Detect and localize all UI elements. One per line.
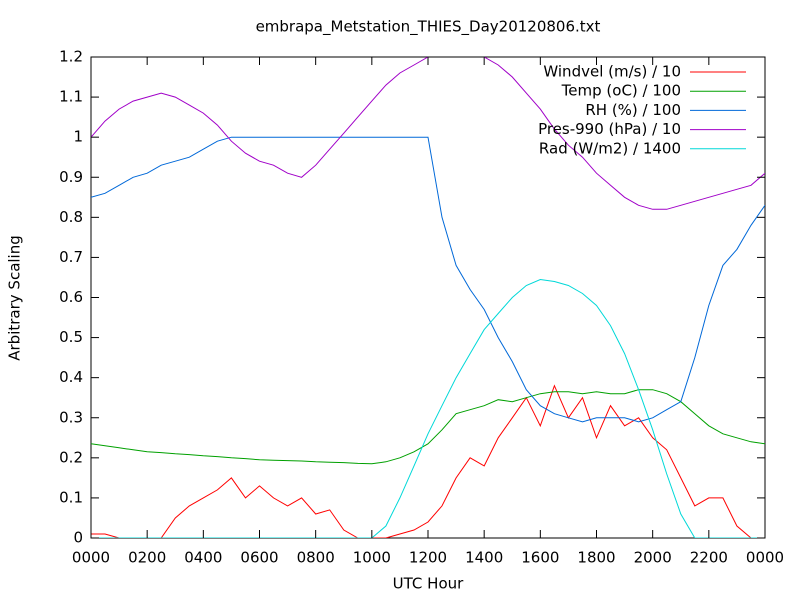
- y-tick-label: 1.2: [59, 48, 83, 66]
- y-tick-label: 0.3: [59, 408, 83, 426]
- y-axis-label: Arbitrary Scaling: [6, 235, 24, 361]
- legend-label: Windvel (m/s) / 10: [543, 63, 681, 81]
- x-tick-label: 1800: [577, 549, 615, 567]
- chart-title: embrapa_Metstation_THIES_Day20120806.txt: [256, 18, 601, 37]
- series-line: [91, 57, 765, 210]
- plot-area: [91, 57, 765, 538]
- y-tick-label: 0.9: [59, 168, 83, 186]
- legend-label: Pres-990 (hPa) / 10: [538, 120, 681, 138]
- y-tick-label: 0.6: [59, 288, 83, 306]
- series-line: [91, 136, 765, 423]
- y-tick-label: 0.1: [59, 488, 83, 506]
- y-tick-label: 0.8: [59, 208, 83, 226]
- legend-label: RH (%) / 100: [585, 101, 681, 119]
- x-tick-label: 1200: [409, 549, 447, 567]
- legend-label: Rad (W/m2) / 1400: [539, 139, 681, 157]
- x-tick-label: 1400: [465, 549, 503, 567]
- x-tick-label: 1600: [521, 549, 559, 567]
- x-axis-label: UTC Hour: [393, 575, 464, 593]
- x-tick-label: 2200: [690, 549, 728, 567]
- x-tick-label: 1000: [353, 549, 391, 567]
- series-line: [91, 278, 765, 538]
- x-tick-label: 0600: [240, 549, 278, 567]
- y-tick-label: 1: [73, 128, 83, 146]
- x-tick-label: 0000: [746, 549, 784, 567]
- legend-label: Temp (oC) / 100: [561, 82, 681, 100]
- x-tick-label: 2000: [634, 549, 672, 567]
- x-tick-label: 0000: [72, 549, 110, 567]
- y-tick-label: 0: [73, 529, 83, 547]
- x-tick-label: 0800: [297, 549, 335, 567]
- x-tick-label: 0200: [128, 549, 166, 567]
- y-tick-label: 0.7: [59, 248, 83, 266]
- y-tick-label: 0.5: [59, 328, 83, 346]
- series-line: [91, 389, 765, 465]
- series-line: [91, 384, 765, 538]
- y-tick-label: 1.1: [59, 88, 83, 106]
- y-tick-label: 0.2: [59, 448, 83, 466]
- y-tick-label: 0.4: [59, 368, 83, 386]
- x-tick-label: 0400: [184, 549, 222, 567]
